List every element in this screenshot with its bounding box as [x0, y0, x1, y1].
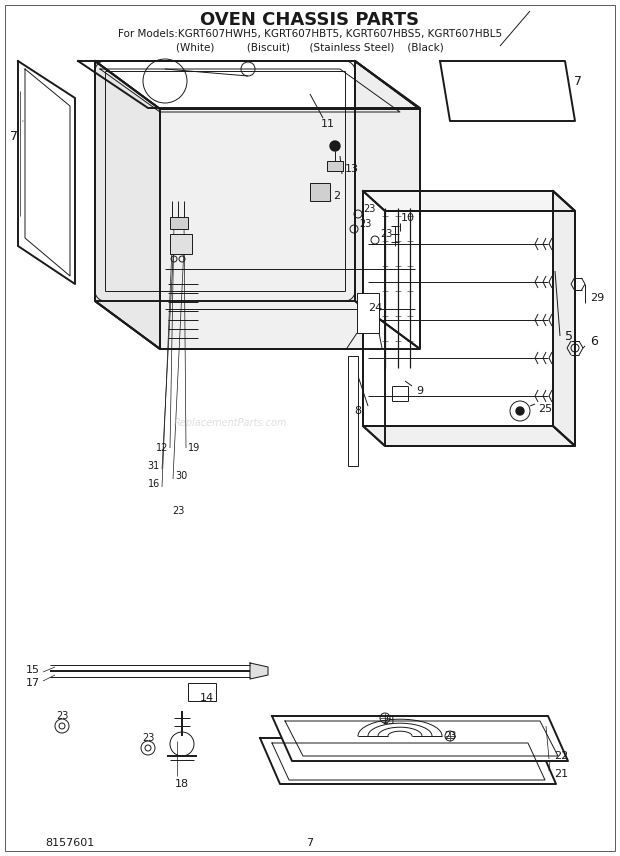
Text: 22: 22: [554, 751, 569, 761]
Text: ReplacementParts.com: ReplacementParts.com: [173, 418, 286, 428]
Polygon shape: [440, 61, 575, 121]
Polygon shape: [363, 426, 575, 446]
Text: 23: 23: [359, 219, 371, 229]
Polygon shape: [250, 663, 268, 679]
Text: 16: 16: [148, 479, 160, 489]
Text: 12: 12: [156, 443, 168, 453]
Text: 8: 8: [355, 406, 361, 416]
Text: 18: 18: [175, 779, 189, 789]
Text: 11: 11: [321, 119, 335, 129]
Text: 7: 7: [306, 838, 314, 848]
Bar: [170, 217, 188, 229]
Text: 8157601: 8157601: [45, 838, 94, 848]
Text: 23: 23: [444, 731, 456, 741]
Text: OVEN CHASSIS PARTS: OVEN CHASSIS PARTS: [200, 11, 420, 29]
Text: 21: 21: [554, 769, 568, 779]
Text: 31: 31: [148, 461, 160, 471]
Polygon shape: [260, 738, 556, 784]
Text: 23: 23: [363, 204, 375, 214]
Text: 23: 23: [142, 733, 154, 743]
Text: 13: 13: [345, 164, 359, 174]
Text: 23: 23: [382, 716, 394, 726]
Polygon shape: [553, 191, 575, 446]
Bar: [310, 183, 330, 201]
Polygon shape: [160, 109, 420, 349]
Text: For Models:KGRT607HWH5, KGRT607HBT5, KGRT607HBS5, KGRT607HBL5: For Models:KGRT607HWH5, KGRT607HBT5, KGR…: [118, 29, 502, 39]
Text: 23: 23: [56, 711, 68, 721]
Text: 30: 30: [175, 471, 187, 481]
Text: 7: 7: [10, 129, 18, 142]
Text: 15: 15: [26, 665, 40, 675]
Polygon shape: [78, 61, 420, 108]
Text: 5: 5: [565, 330, 573, 342]
Polygon shape: [363, 191, 575, 211]
Polygon shape: [18, 61, 75, 284]
Text: 23: 23: [380, 229, 392, 239]
Text: 19: 19: [188, 443, 200, 453]
Text: 6: 6: [590, 335, 598, 348]
Polygon shape: [355, 61, 420, 349]
Bar: [327, 161, 343, 171]
Text: 7: 7: [574, 74, 582, 87]
Text: 29: 29: [590, 293, 604, 303]
Bar: [170, 234, 192, 254]
Text: 24: 24: [368, 303, 382, 313]
Text: 10: 10: [401, 213, 415, 223]
Polygon shape: [363, 191, 553, 426]
Circle shape: [516, 407, 524, 415]
Bar: [348, 356, 358, 466]
Circle shape: [330, 141, 340, 151]
Bar: [188, 683, 216, 701]
Text: (White)          (Biscuit)      (Stainless Steel)    (Black): (White) (Biscuit) (Stainless Steel) (Bla…: [176, 42, 444, 52]
Bar: [357, 293, 379, 333]
Text: 14: 14: [200, 693, 214, 703]
Polygon shape: [272, 716, 568, 761]
Text: 25: 25: [538, 404, 552, 414]
Text: 23: 23: [172, 506, 184, 516]
Text: 2: 2: [334, 191, 340, 201]
Polygon shape: [95, 61, 160, 349]
Text: 9: 9: [417, 386, 423, 396]
Text: 17: 17: [26, 678, 40, 688]
Polygon shape: [95, 61, 420, 109]
